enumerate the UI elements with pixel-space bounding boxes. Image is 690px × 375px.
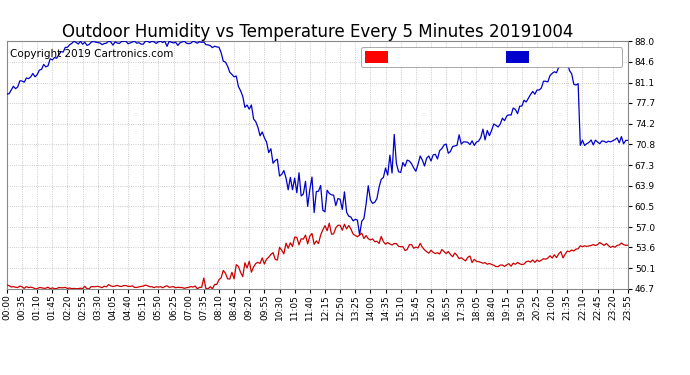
- Legend: Temperature (°F), Humidity (%): Temperature (°F), Humidity (%): [361, 47, 622, 68]
- Text: Copyright 2019 Cartronics.com: Copyright 2019 Cartronics.com: [10, 49, 173, 58]
- Title: Outdoor Humidity vs Temperature Every 5 Minutes 20191004: Outdoor Humidity vs Temperature Every 5 …: [61, 23, 573, 41]
